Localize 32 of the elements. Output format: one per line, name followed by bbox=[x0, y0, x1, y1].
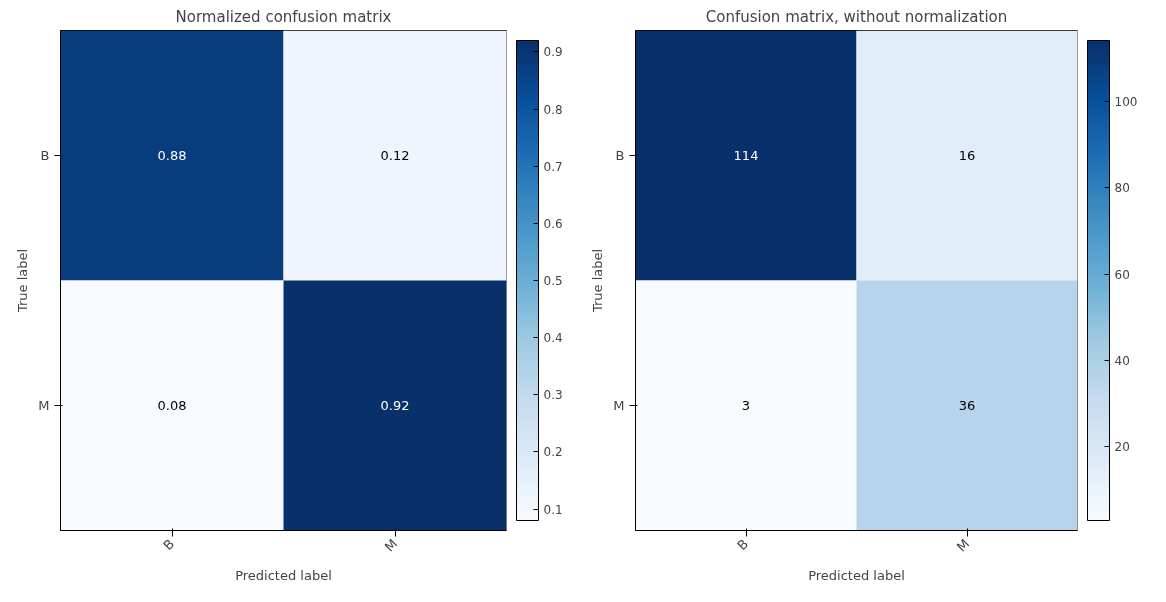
color-bar-label: 20 bbox=[1114, 440, 1130, 455]
x-tick-label: B bbox=[160, 536, 178, 554]
x-axis-title: Predicted label bbox=[808, 568, 905, 584]
chart-title: Confusion matrix, without normalization bbox=[705, 7, 1008, 26]
chart-title: Normalized confusion matrix bbox=[175, 7, 392, 26]
color-bar-label: 0.2 bbox=[543, 445, 563, 460]
x-axis-title: Predicted label bbox=[235, 568, 332, 584]
color-bar-label: 0.6 bbox=[543, 216, 563, 231]
x-tick-label: M bbox=[381, 536, 401, 555]
color-bar-label: 100 bbox=[1114, 94, 1138, 109]
data-label: 0.08 bbox=[157, 398, 187, 413]
data-label: 0.92 bbox=[380, 398, 410, 413]
color-bar-label: 60 bbox=[1114, 267, 1130, 282]
data-label: 0.12 bbox=[380, 148, 410, 163]
color-bar-label: 0.8 bbox=[543, 102, 563, 117]
data-label: 114 bbox=[733, 148, 759, 163]
color-bar-label: 80 bbox=[1114, 181, 1130, 196]
color-bar-label: 0.7 bbox=[543, 159, 563, 174]
x-tick-label: B bbox=[734, 536, 752, 554]
data-label: 16 bbox=[958, 148, 976, 163]
x-tick-label: M bbox=[953, 536, 973, 555]
color-bar-label: 0.1 bbox=[543, 502, 563, 517]
color-bar-label: 0.9 bbox=[543, 45, 563, 60]
color-bar-label: 0.5 bbox=[543, 274, 563, 288]
y-axis-title: True label bbox=[15, 248, 31, 314]
data-label: 36 bbox=[958, 398, 976, 413]
color-bar-label: 40 bbox=[1114, 354, 1130, 368]
data-label: 0.88 bbox=[157, 148, 187, 163]
y-axis-title: True label bbox=[590, 248, 606, 314]
data-label: 3 bbox=[741, 398, 751, 413]
color-bar-label: 0.3 bbox=[543, 388, 563, 403]
color-bar-label: 0.4 bbox=[543, 331, 563, 346]
